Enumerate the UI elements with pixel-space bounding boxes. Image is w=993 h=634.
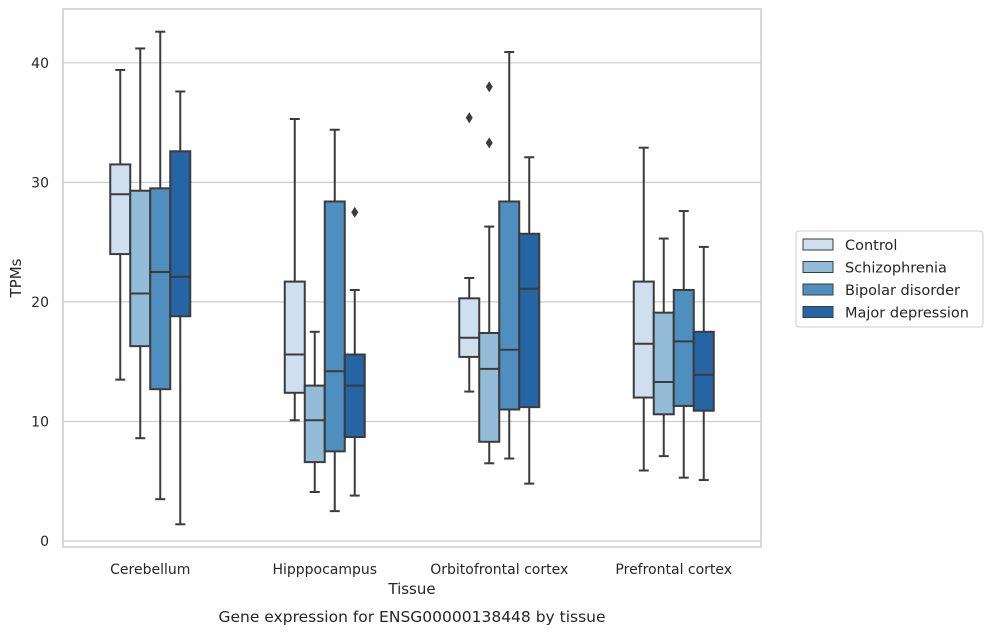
- box-schizophrenia-hipppocampus: [303, 330, 326, 494]
- box-plot-layer: [109, 30, 715, 526]
- y-tick-label: 10: [31, 414, 49, 430]
- outlier-point: [485, 137, 493, 149]
- y-tick-label: 0: [40, 534, 49, 550]
- outlier-point: [485, 81, 493, 93]
- y-tick-label: 40: [31, 56, 49, 72]
- interquartile-box: [109, 163, 132, 256]
- box-bipolar-disorder-cerebellum: [149, 30, 172, 501]
- legend-item-bipolar-disorder: Bipolar disorder: [802, 283, 960, 299]
- legend-label: Major depression: [845, 306, 969, 322]
- interquartile-box: [632, 280, 655, 399]
- interquartile-box: [518, 232, 541, 409]
- plot-frame: [62, 8, 762, 548]
- interquartile-box: [129, 189, 152, 348]
- box-control-hipppocampus: [283, 117, 306, 422]
- legend-item-schizophrenia: Schizophrenia: [802, 261, 947, 277]
- legend-label: Bipolar disorder: [845, 283, 960, 299]
- box-major-depression-cerebellum: [169, 90, 192, 526]
- box-major-depression-hipppocampus: [343, 206, 366, 497]
- interquartile-box: [323, 200, 346, 453]
- interquartile-box: [672, 288, 695, 407]
- legend-items: Control Schizophrenia Bipolar disorder Majo…: [802, 238, 969, 322]
- x-tick-label-prefrontal-cortex: Prefrontal cortex: [615, 562, 732, 578]
- interquartile-box: [692, 330, 715, 412]
- legend-swatch: [802, 238, 834, 251]
- outlier-point: [465, 112, 473, 124]
- y-axis-label: TPMs: [7, 258, 25, 298]
- box-bipolar-disorder-orbitofrontal-cortex: [498, 51, 521, 460]
- box-major-depression-orbitofrontal-cortex: [518, 156, 541, 485]
- box-bipolar-disorder-hipppocampus: [323, 128, 346, 513]
- interquartile-box: [169, 150, 192, 318]
- legend-item-major-depression: Major depression: [802, 306, 969, 322]
- interquartile-box: [303, 384, 326, 464]
- x-tick-label-cerebellum: Cerebellum: [110, 562, 190, 578]
- chart-caption: Gene expression for ENSG00000138448 by t…: [218, 608, 605, 626]
- box-control-cerebellum: [109, 68, 132, 381]
- legend-label: Control: [845, 238, 897, 254]
- x-axis-label: Tissue: [387, 580, 435, 598]
- interquartile-box: [478, 331, 501, 443]
- interquartile-box: [458, 297, 481, 358]
- legend-swatch: [802, 261, 834, 273]
- interquartile-box: [283, 280, 306, 394]
- legend-swatch: [802, 306, 834, 318]
- interquartile-box: [498, 200, 521, 411]
- legend-frame: [795, 230, 984, 328]
- interquartile-box: [343, 353, 366, 439]
- x-tick-label-orbitofrontal-cortex: Orbitofrontal cortex: [430, 562, 568, 578]
- box-control-orbitofrontal-cortex: [458, 112, 481, 393]
- y-tick-label: 20: [31, 295, 49, 311]
- interquartile-box: [652, 311, 675, 416]
- x-tick-labels: Cerebellum Hipppocampus Orbitofrontal cort…: [110, 562, 732, 578]
- box-schizophrenia-cerebellum: [129, 47, 152, 440]
- box-major-depression-prefrontal-cortex: [692, 245, 715, 482]
- legend: Control Schizophrenia Bipolar disorder Majo…: [795, 230, 984, 328]
- box-schizophrenia-prefrontal-cortex: [652, 237, 675, 458]
- legend-item-control: Control: [802, 238, 897, 254]
- interquartile-box: [149, 187, 172, 391]
- legend-swatch: [802, 283, 834, 296]
- y-tick-labels: 0 10 20 30 40: [31, 56, 49, 550]
- legend-label: Schizophrenia: [845, 261, 947, 277]
- outlier-point: [351, 206, 359, 218]
- y-tick-label: 30: [31, 175, 49, 191]
- box-bipolar-disorder-prefrontal-cortex: [672, 210, 695, 479]
- x-tick-label-hipppocampus: Hipppocampus: [272, 562, 377, 578]
- box-schizophrenia-orbitofrontal-cortex: [478, 81, 501, 465]
